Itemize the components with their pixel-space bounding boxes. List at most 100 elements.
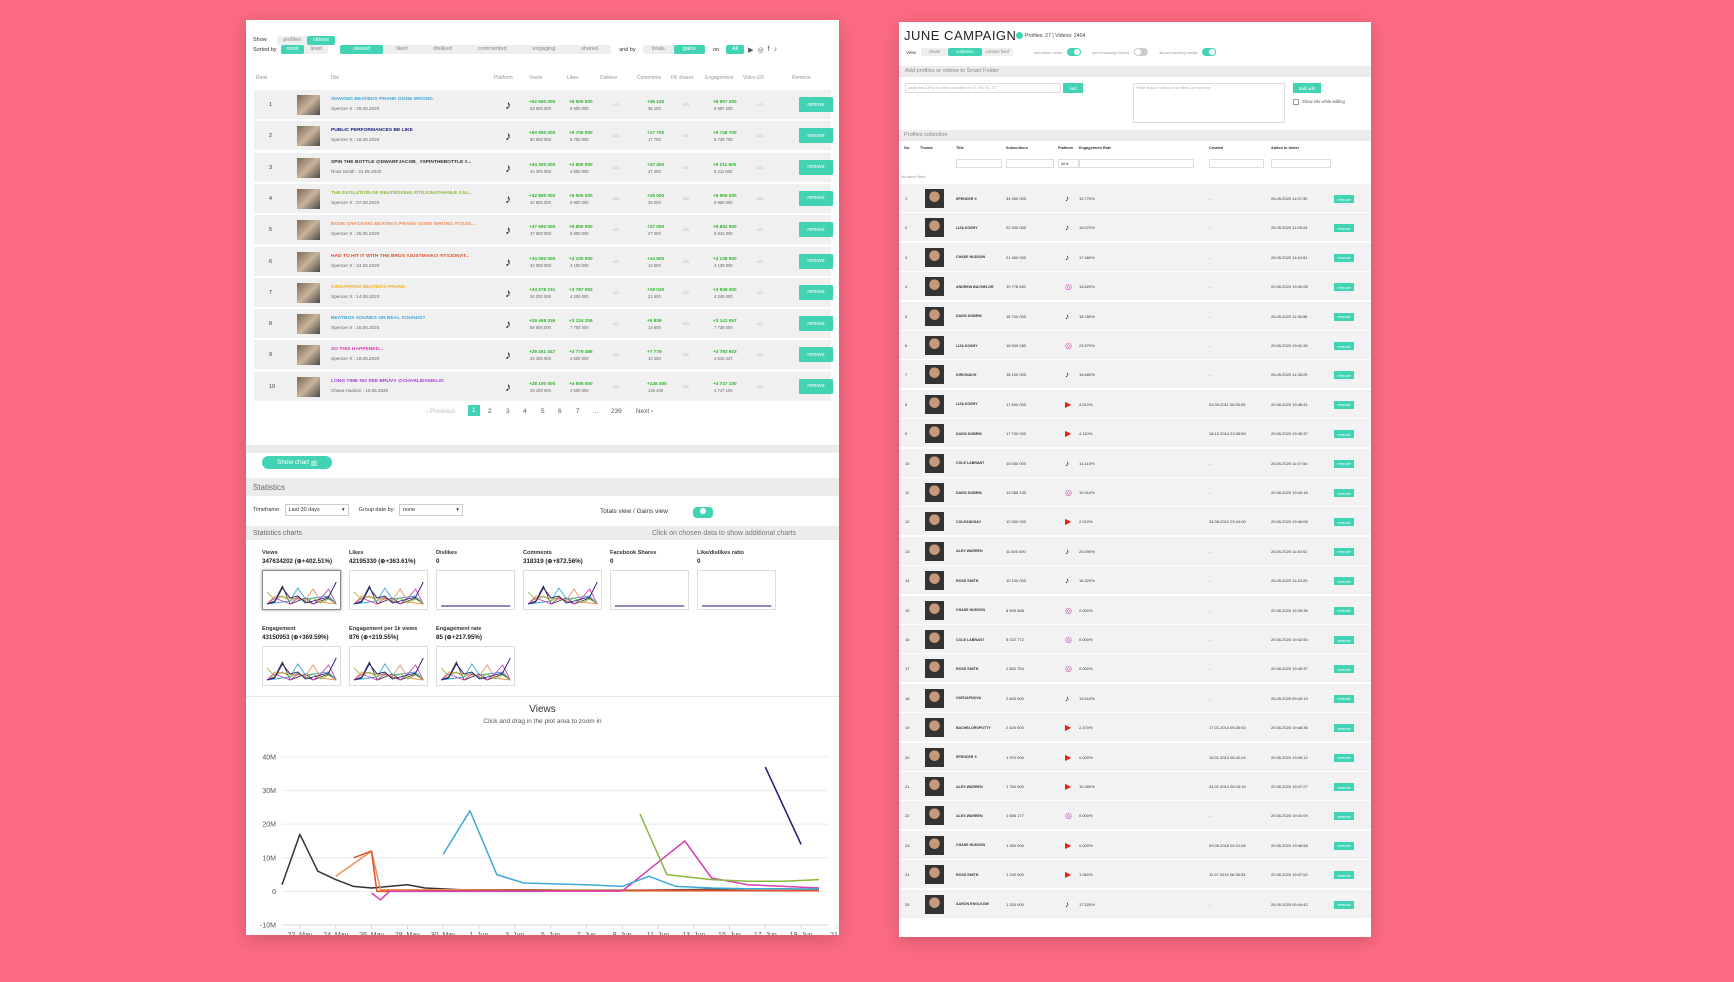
mini-chart-box[interactable]	[697, 570, 776, 610]
show-toggle[interactable]: profiles videos	[277, 36, 335, 45]
avatar[interactable]	[925, 453, 944, 473]
bulk-add-button[interactable]: Bulk add	[1293, 83, 1321, 93]
andby-totals[interactable]: totals	[651, 46, 665, 52]
video-thumbnail[interactable]	[297, 157, 320, 178]
remove-button[interactable]: remove	[1334, 606, 1354, 615]
remove-button[interactable]: remove	[1334, 224, 1354, 233]
profile-name[interactable]: OURJAPNOVA	[956, 696, 982, 701]
profile-name[interactable]: DAVID DOBRIK	[956, 314, 983, 319]
andby-gains[interactable]: gains	[673, 45, 705, 54]
bulk-links-textarea[interactable]: Paste links to videos or profiles, one p…	[1133, 83, 1285, 123]
profile-name[interactable]: CHASE HUDSON	[956, 608, 986, 613]
avatar[interactable]	[925, 277, 944, 297]
remove-button[interactable]: remove	[1334, 841, 1354, 850]
remove-button[interactable]: remove	[1334, 312, 1354, 321]
view-toggle[interactable]: charts collection content feed	[920, 48, 1013, 56]
remove-button[interactable]: remove	[1334, 430, 1354, 439]
video-title[interactable]: SPIN THE BOTTLE @DWARFJACOB_ #SPINTHEBOT…	[331, 159, 472, 165]
remove-button[interactable]: remove	[1334, 489, 1354, 497]
metric-viewed[interactable]: viewed	[340, 45, 384, 54]
video-thumbnail[interactable]	[297, 251, 320, 272]
sort-toggle[interactable]: most least	[280, 45, 329, 54]
video-thumbnail[interactable]	[297, 376, 320, 397]
remove-button[interactable]: remove	[1334, 283, 1354, 292]
add-link-input[interactable]: paste link (URL) to video or profile on …	[905, 83, 1061, 93]
remove-button[interactable]: remove	[799, 347, 833, 363]
profile-name[interactable]: ALEX WARREN	[956, 784, 983, 789]
profile-name[interactable]: KIRIONACH	[956, 372, 977, 377]
page-6[interactable]: 6	[558, 408, 562, 415]
add-button[interactable]: Add	[1063, 83, 1083, 93]
remove-button[interactable]: remove	[1334, 665, 1354, 674]
video-title[interactable]: BONE CRACKING BEATBOX PRANK GONE WRONG #…	[331, 222, 476, 228]
mini-chart-box[interactable]	[523, 570, 602, 610]
timeframe-select[interactable]: Last 30 days ▾	[284, 504, 349, 516]
allow-tracking-switch[interactable]	[1202, 48, 1217, 56]
filter-added[interactable]	[1271, 159, 1331, 168]
andby-toggle[interactable]: totals gains	[642, 45, 705, 54]
remove-button[interactable]: remove	[1334, 459, 1354, 468]
remove-button[interactable]: remove	[799, 253, 833, 269]
avatar[interactable]	[925, 336, 944, 355]
auto-fetch-switch[interactable]	[1067, 48, 1082, 56]
avatar[interactable]	[925, 659, 944, 679]
mini-chart-card[interactable]: Engagement rate 85 (⊕+217.95%)	[436, 626, 516, 696]
profile-name[interactable]: CHASE HUDSON	[956, 843, 986, 848]
filter-er[interactable]	[1079, 159, 1194, 168]
video-title[interactable]: KIDNAPPING BEATBOX PRANK	[331, 284, 406, 290]
tab-profiles[interactable]: profiles	[283, 37, 301, 43]
mini-chart-box[interactable]	[262, 570, 341, 610]
show-info-checkbox[interactable]	[1293, 99, 1299, 105]
avatar[interactable]	[925, 571, 944, 591]
video-title[interactable]: SO THIS HAPPENED...	[331, 347, 384, 353]
metric-disliked[interactable]: disliked	[433, 46, 452, 52]
avatar[interactable]	[925, 189, 944, 208]
profile-name[interactable]: COLEANDSAV	[956, 519, 981, 524]
remove-button[interactable]: remove	[1334, 636, 1354, 644]
sort-least[interactable]: least	[310, 46, 323, 52]
metric-toggle[interactable]: viewed liked disliked commented engaging…	[340, 45, 612, 54]
remove-button[interactable]: remove	[799, 159, 833, 175]
remove-button[interactable]: remove	[799, 316, 833, 332]
profile-name[interactable]: DAVID DOBRIK	[956, 431, 983, 436]
video-thumbnail[interactable]	[297, 188, 320, 209]
mini-chart-card[interactable]: Dislikes 0	[436, 550, 516, 620]
mini-chart-card[interactable]: Views 347634202 (⊕+402.51%)	[262, 550, 342, 620]
view-content-feed[interactable]: content feed	[985, 49, 1009, 54]
mini-chart-box[interactable]	[610, 570, 689, 610]
page-5[interactable]: 5	[541, 408, 545, 415]
page-4[interactable]: 4	[523, 408, 527, 415]
profile-name[interactable]: COLE LABRANT	[956, 637, 985, 642]
filter-created[interactable]	[1209, 159, 1264, 168]
avatar[interactable]	[925, 541, 944, 561]
youtube-icon[interactable]: ▶	[748, 46, 754, 54]
video-title[interactable]: HAD TO HIT IT WITH THE BROS #JUSTMAIKO #…	[331, 253, 470, 259]
remove-button[interactable]: remove	[1334, 753, 1354, 762]
video-thumbnail[interactable]	[297, 314, 320, 335]
avatar[interactable]	[925, 894, 944, 914]
mini-chart-card[interactable]: Engagement per 1k views 876 (⊕+219.55%)	[349, 626, 429, 696]
mini-chart-box[interactable]	[349, 570, 428, 610]
profile-name[interactable]: LIZA KOSHY	[956, 225, 978, 230]
get-missing-switch[interactable]	[1134, 48, 1149, 56]
profile-name[interactable]: AARON ENGLKOW	[956, 902, 989, 907]
video-title[interactable]: LONG TIME NO SEE BRUVV @CHARLIDAMELIO	[331, 378, 444, 384]
profile-name[interactable]: ROSS SMITH	[956, 666, 979, 671]
remove-button[interactable]: remove	[1334, 253, 1354, 262]
tiktok-icon[interactable]: ♪	[773, 46, 778, 53]
profile-name[interactable]: LIZA KOSHY	[956, 402, 978, 407]
profile-name[interactable]: ROSS SMITH	[956, 872, 979, 877]
remove-button[interactable]: remove	[1334, 812, 1354, 821]
avatar[interactable]	[925, 306, 944, 326]
mini-chart-card[interactable]: Like/dislikes ratio 0	[697, 550, 777, 620]
view-collection[interactable]: collection	[948, 48, 982, 56]
page-239[interactable]: 239	[611, 408, 622, 415]
mini-chart-box[interactable]	[262, 646, 341, 686]
avatar[interactable]	[925, 806, 944, 826]
remove-button[interactable]: remove	[799, 190, 833, 206]
video-thumbnail[interactable]	[297, 95, 320, 115]
avatar[interactable]	[925, 424, 944, 444]
tab-videos[interactable]: videos	[306, 36, 335, 45]
video-title[interactable]: THE EVOLUTION OF BEATBOXING #ITSJONATHAN…	[331, 190, 472, 196]
filter-subscribers[interactable]	[1006, 159, 1054, 168]
